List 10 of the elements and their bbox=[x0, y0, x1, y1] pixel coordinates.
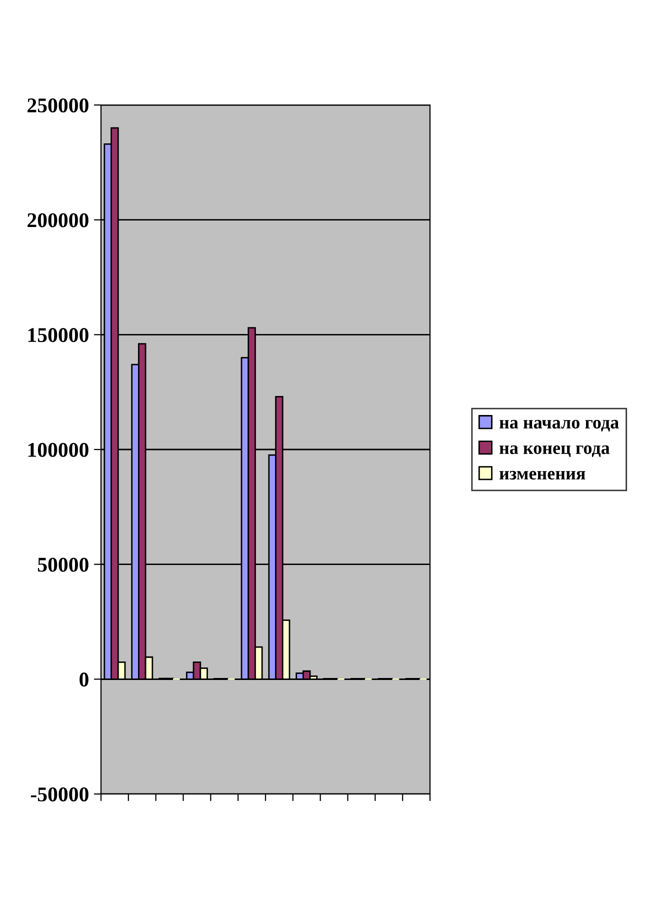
legend-label: на конец года bbox=[499, 445, 610, 458]
y-tick-label: -50000 bbox=[30, 787, 88, 802]
legend-label: на начало года bbox=[499, 420, 619, 432]
y-tick-label: 200000 bbox=[28, 213, 88, 228]
legend-label: изменения bbox=[499, 470, 586, 480]
y-tick-label: 250000 bbox=[28, 98, 88, 112]
y-tick-label: 50000 bbox=[38, 558, 88, 572]
y-tick-label: 150000 bbox=[28, 328, 88, 342]
y-tick-label: 0 bbox=[80, 672, 88, 687]
y-tick-label: 100000 bbox=[28, 442, 88, 457]
